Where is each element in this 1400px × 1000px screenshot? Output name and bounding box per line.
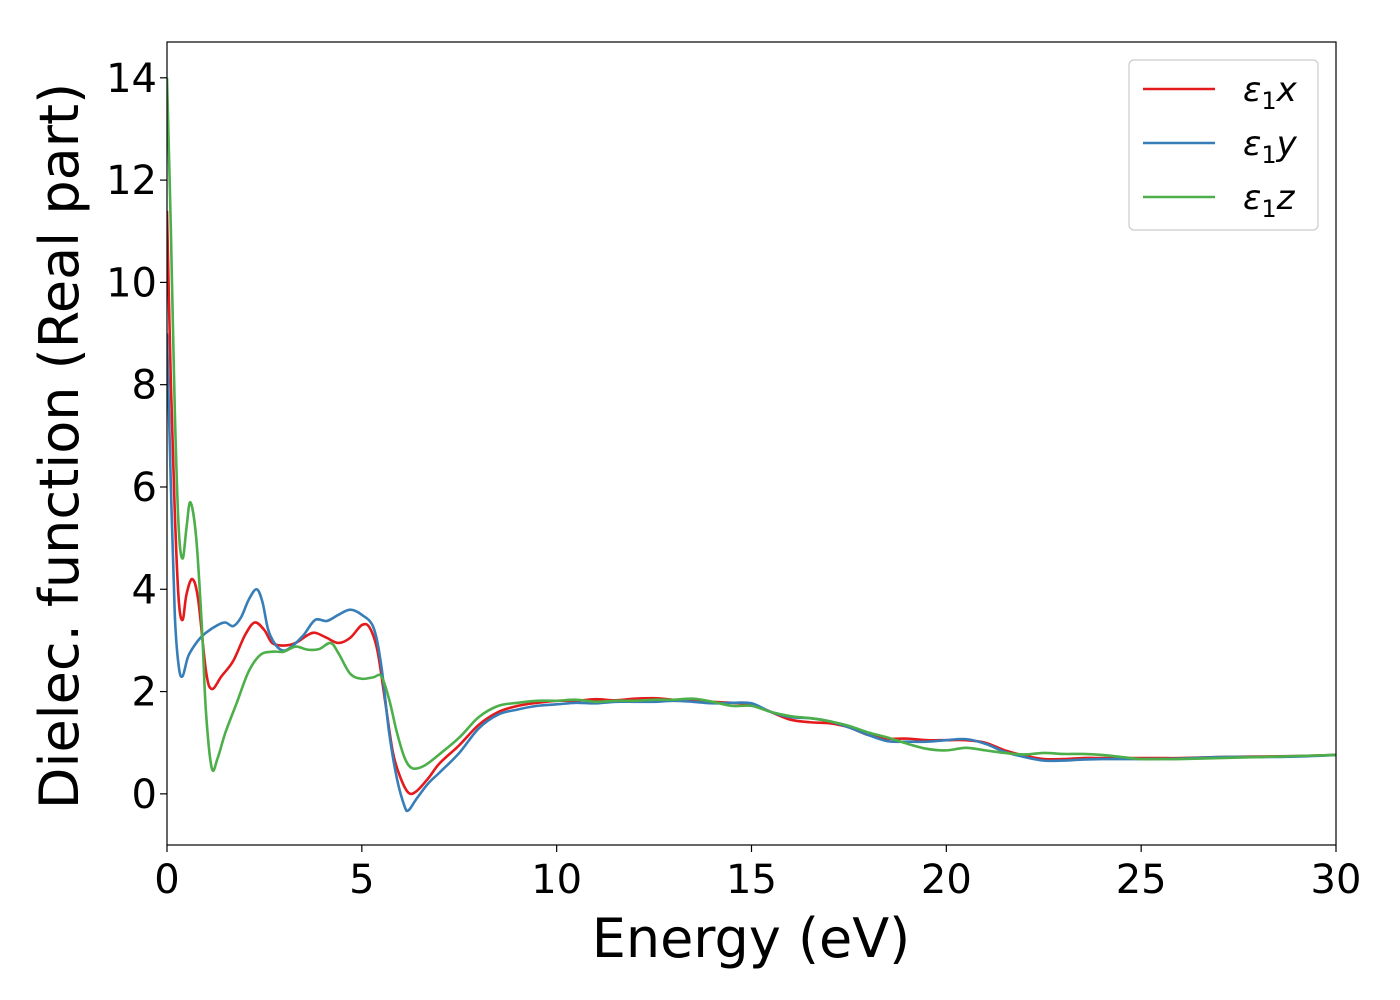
x-axis-ticks: 0 5 10 15 20 25 30 [154,845,1361,903]
x-tick-label: 20 [921,857,972,903]
series-line-3 [167,77,1336,773]
legend-label-2: ε1y [1243,124,1298,169]
x-tick-label: 10 [531,857,582,903]
y-tick-label: 4 [132,567,157,613]
legend: ε1x ε1y ε1z [1128,59,1319,231]
series-lines [167,77,1336,813]
legend-box [1128,59,1319,231]
x-axis-label: Energy (eV) [592,907,911,970]
x-tick-label: 15 [726,857,777,903]
y-tick-label: 14 [106,56,157,102]
y-axis-label: Dielec. function (Real part) [28,83,91,809]
plot-area [166,41,1337,846]
x-tick-label: 30 [1311,857,1362,903]
x-tick-label: 25 [1116,857,1167,903]
legend-label-1: ε1x [1243,70,1298,115]
y-axis-ticks: 0 2 4 6 8 10 12 14 [106,56,167,818]
x-tick-label: 0 [154,857,179,903]
x-tick-label: 5 [349,857,374,903]
y-tick-label: 6 [132,465,157,511]
series-line-2 [167,333,1336,813]
y-tick-label: 0 [132,772,157,818]
y-tick-label: 8 [132,363,157,409]
y-tick-label: 2 [132,670,157,716]
y-tick-label: 12 [106,158,157,204]
y-tick-label: 10 [106,260,157,306]
legend-label-3: ε1z [1243,178,1296,223]
